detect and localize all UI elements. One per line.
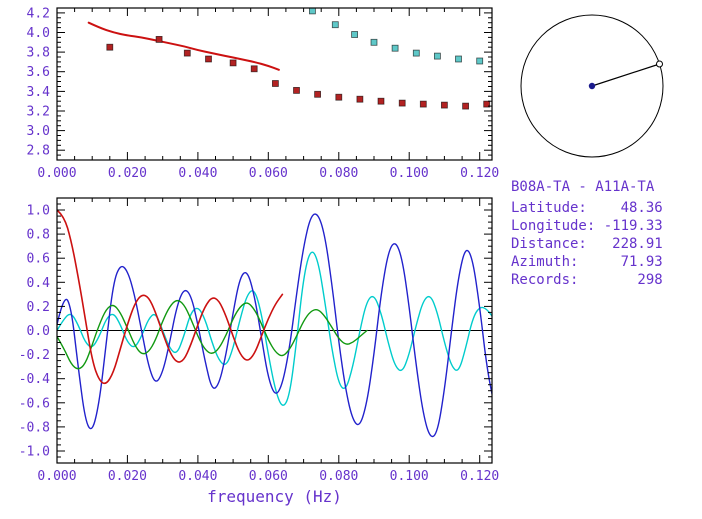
azimuth-line	[591, 63, 660, 87]
y-tick-label: -0.2	[19, 348, 50, 363]
measured-dispersion-red-squares-marker	[229, 59, 237, 67]
y-tick-label: 3.4	[27, 85, 51, 100]
measured-dispersion-cyan-squares-marker	[476, 57, 484, 65]
waveform-green	[57, 299, 368, 370]
y-tick-label: 0.2	[27, 300, 50, 315]
y-tick-label: 4.2	[27, 6, 50, 21]
y-tick-label: -1.0	[19, 445, 50, 460]
measured-dispersion-cyan-squares-marker	[433, 52, 441, 60]
info-line: Distance: 228.91	[511, 236, 663, 252]
measured-dispersion-red-squares-marker	[250, 65, 258, 73]
x-tick-label: 0.040	[178, 166, 217, 181]
x-tick-label: 0.020	[108, 166, 147, 181]
waveform-blue	[57, 213, 492, 438]
x-tick-label: 0.060	[249, 166, 288, 181]
x-tick-label: 0.060	[249, 469, 288, 484]
measured-dispersion-red-squares-marker	[271, 80, 279, 87]
x-tick-label: 0.080	[319, 469, 358, 484]
y-tick-label: 0.6	[27, 252, 50, 267]
x-tick-label: 0.000	[37, 469, 76, 484]
y-tick-label: -0.8	[19, 420, 50, 435]
measured-dispersion-cyan-squares-marker	[455, 55, 462, 63]
y-tick-label: 2.8	[27, 144, 50, 159]
measured-dispersion-red-squares-marker	[377, 97, 385, 105]
x-tick-label: 0.080	[319, 166, 358, 181]
measured-dispersion-red-squares-marker	[483, 100, 491, 108]
measured-dispersion-red-squares-marker	[183, 49, 191, 57]
station-info-panel: B08A-TA - A11A-TA Latitude: 48.36 Longitud…	[511, 178, 663, 289]
plot-area-0	[87, 8, 491, 110]
azimuth-endpoint-marker	[656, 60, 663, 68]
x-tick-label: 0.120	[460, 469, 499, 484]
measured-dispersion-red-squares-marker	[314, 90, 322, 98]
info-line: Records: 298	[511, 272, 663, 288]
station-center-dot	[588, 82, 596, 90]
panel-frame-0	[56, 7, 493, 161]
y-tick-label: 3.8	[27, 46, 50, 61]
measured-dispersion-cyan-squares-marker	[308, 8, 316, 15]
measured-dispersion-cyan-squares-marker	[412, 49, 420, 57]
measured-dispersion-red-squares-marker	[293, 87, 300, 94]
plot-area-1	[57, 209, 492, 438]
measured-dispersion-cyan-squares-marker	[351, 31, 359, 38]
measured-dispersion-red-squares-marker	[106, 43, 114, 51]
y-tick-label: 3.0	[27, 124, 50, 139]
waveform-red	[57, 209, 284, 385]
predicted-dispersion-line	[87, 21, 280, 71]
y-tick-label: 0.8	[27, 228, 50, 243]
info-line: Longitude: -119.33	[511, 218, 663, 234]
x-tick-label: 0.000	[37, 166, 76, 181]
station-pair-title: B08A-TA - A11A-TA	[511, 179, 655, 195]
y-tick-label: 0.4	[27, 276, 51, 291]
x-tick-label: 0.040	[178, 469, 217, 484]
measured-dispersion-red-squares-marker	[205, 55, 212, 63]
y-tick-label: 3.6	[27, 65, 50, 80]
measured-dispersion-red-squares-marker	[356, 95, 364, 103]
info-line: Latitude: 48.36	[511, 200, 663, 216]
y-tick-label: 4.0	[27, 26, 50, 41]
y-tick-label: -0.4	[19, 372, 50, 387]
measured-dispersion-cyan-squares-marker	[391, 44, 399, 52]
x-tick-label: 0.100	[390, 166, 429, 181]
x-axis-label: frequency (Hz)	[207, 487, 342, 506]
y-tick-label: 1.0	[27, 204, 50, 219]
info-line: Azimuth: 71.93	[511, 254, 663, 270]
x-tick-label: 0.100	[390, 469, 429, 484]
measured-dispersion-red-squares-marker	[335, 93, 343, 101]
measured-dispersion-red-squares-marker	[440, 101, 448, 109]
measured-dispersion-red-squares-marker	[419, 100, 427, 108]
measured-dispersion-cyan-squares-marker	[331, 21, 339, 29]
azimuth-circle	[520, 14, 664, 158]
y-tick-label: -0.6	[19, 396, 50, 411]
x-tick-label: 0.120	[460, 166, 499, 181]
x-tick-label: 0.020	[108, 469, 147, 484]
measured-dispersion-red-squares-marker	[462, 102, 470, 110]
waveform-cyan	[57, 251, 492, 406]
measured-dispersion-red-squares-marker	[398, 99, 406, 107]
measured-dispersion-cyan-squares-marker	[370, 38, 378, 46]
y-tick-label: 0.0	[27, 324, 50, 339]
measured-dispersion-red-squares-marker	[155, 36, 163, 43]
y-tick-label: 3.2	[27, 105, 50, 120]
